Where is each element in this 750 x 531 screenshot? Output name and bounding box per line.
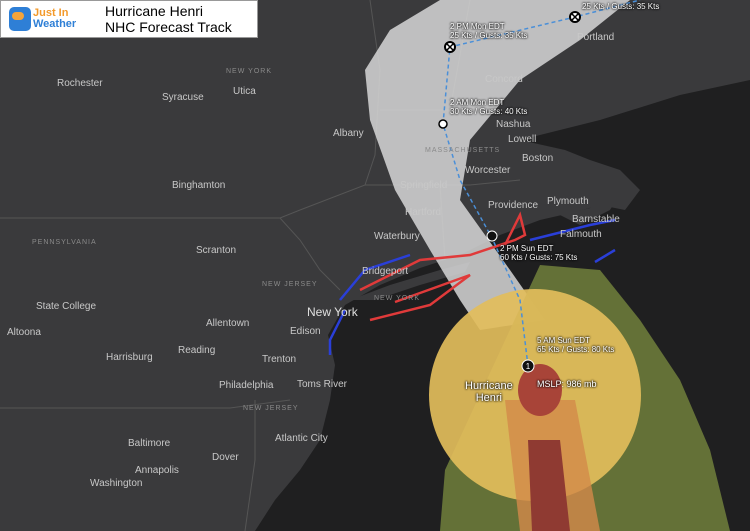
long-island <box>350 262 470 300</box>
storm-name-line1: Hurricane <box>465 380 513 392</box>
city-label: Worcester <box>465 165 511 176</box>
red-core-band <box>528 440 570 531</box>
city-label: Binghamton <box>172 180 226 191</box>
state-label: PENNSYLVANIA <box>32 239 97 246</box>
city-label: Atlantic City <box>275 433 328 444</box>
city-label: Reading <box>178 345 216 356</box>
forecast-time: 2 PM Sun EDT <box>500 244 554 253</box>
forecast-wind: 25 Kts / Gusts: 35 Kts <box>450 31 528 40</box>
forecast-time: 5 AM Sun EDT <box>537 336 590 345</box>
title-line1: Hurricane Henri <box>105 3 204 19</box>
forecast-wind: 65 Kts / Gusts: 80 Kts <box>537 345 615 354</box>
state-label: NEW YORK <box>226 68 272 75</box>
forecast-point-markers: 1 <box>438 11 581 373</box>
cape-cod <box>560 175 625 225</box>
city-label: Baltimore <box>128 438 171 449</box>
logo-line1: Just In <box>33 7 69 19</box>
forecast-wind: 30 Kts / Gusts: 40 Kts <box>450 107 528 116</box>
forecast-wind: 60 Kts / Gusts: 75 Kts <box>500 253 578 262</box>
city-label: Springfield <box>400 180 448 191</box>
just-in-weather-logo: Just In Weather <box>1 7 105 31</box>
city-label: Hartford <box>405 207 442 218</box>
state-label: NEW JERSEY <box>262 281 318 288</box>
city-label: Edison <box>290 326 321 337</box>
city-label: Allentown <box>206 318 250 329</box>
city-label: Utica <box>233 86 256 97</box>
city-label: Albany <box>333 128 364 139</box>
city-label: Barnstable <box>572 214 620 225</box>
storm-name: Hurricane Henri <box>465 380 513 404</box>
city-label: Dover <box>212 452 239 463</box>
forecast-point-label: 2 PM Mon EDT 25 Kts / Gusts: 35 Kts <box>450 22 527 40</box>
city-label: Boston <box>522 153 554 164</box>
city-label: Bridgeport <box>362 266 409 277</box>
city-label: Falmouth <box>560 229 602 240</box>
city-label: State College <box>36 301 97 312</box>
state-label: MASSACHUSETTS <box>425 147 501 154</box>
city-label: Lowell <box>508 134 537 145</box>
forecast-time: 2 AM Mon EDT <box>450 98 505 107</box>
warnings <box>328 211 616 355</box>
city-label: Philadelphia <box>219 380 274 391</box>
storm-name-line2: Henri <box>475 392 502 404</box>
hurricane-wind-field <box>518 364 562 416</box>
forecast-track <box>442 0 641 367</box>
forecast-point-label: 2 PM Sun EDT 60 Kts / Gusts: 75 Kts <box>500 244 577 262</box>
category-label: 1 <box>526 362 531 371</box>
city-label: Altoona <box>7 327 41 338</box>
city-label: Washington <box>90 478 143 489</box>
forecast-cone <box>365 0 630 330</box>
weather-cloud-icon <box>9 7 31 31</box>
city-label: New York <box>307 305 358 319</box>
forecast-point-label: 5 AM Sun EDT 65 Kts / Gusts: 80 Kts <box>537 336 614 354</box>
forecast-point-label: 25 Kts / Gusts: 35 Kts <box>582 2 659 11</box>
city-label: Concord <box>485 74 523 85</box>
state-label: NEW JERSEY <box>243 405 299 412</box>
forecast-time: 2 PM Mon EDT <box>450 22 505 31</box>
logo-line2: Weather <box>33 18 77 30</box>
title-line2: NHC Forecast Track <box>105 19 232 35</box>
city-label: Plymouth <box>547 196 589 207</box>
forecast-point-label: 2 AM Mon EDT 30 Kts / Gusts: 40 Kts <box>450 98 527 116</box>
city-label: Scranton <box>196 245 237 256</box>
city-label: Waterbury <box>374 231 420 242</box>
city-label: Portland <box>577 32 615 43</box>
forecast-wind: 25 Kts / Gusts: 35 Kts <box>582 2 660 11</box>
city-label: Trenton <box>262 354 297 365</box>
city-label: Syracuse <box>162 92 204 103</box>
city-label: Nashua <box>496 119 531 130</box>
city-label: Toms River <box>297 379 348 390</box>
map-title: Hurricane Henri NHC Forecast Track <box>105 3 232 35</box>
state-label: NEW YORK <box>374 295 420 302</box>
header-banner: Just In Weather Hurricane Henri NHC Foreca… <box>0 0 258 38</box>
city-label: Harrisburg <box>106 352 153 363</box>
city-label: Rochester <box>57 78 103 89</box>
city-label: Annapolis <box>135 465 179 476</box>
city-label: Providence <box>488 200 539 211</box>
mslp-label: MSLP: 986 mb <box>537 379 597 389</box>
